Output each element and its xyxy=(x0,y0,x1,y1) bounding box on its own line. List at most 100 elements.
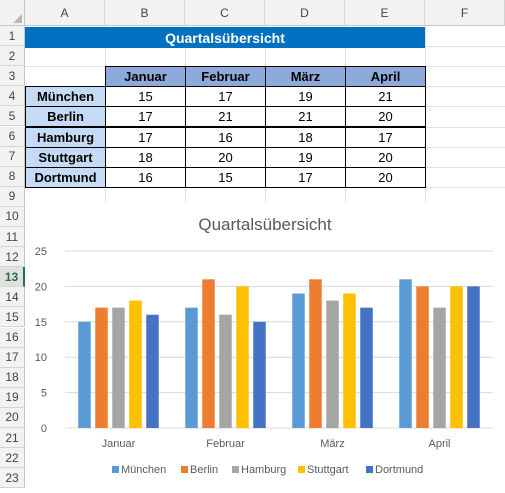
row-header-4[interactable]: 4 xyxy=(0,86,25,107)
month-header-cell[interactable]: Januar xyxy=(105,66,186,88)
bar-hamburg-märz xyxy=(326,300,339,428)
value-cell[interactable]: 17 xyxy=(105,106,186,128)
row-header-11[interactable]: 11 xyxy=(0,227,25,248)
chart-svg: Quartalsübersicht 0 5 10 15 20 25 Januar Februar… xyxy=(35,215,493,476)
bar-dortmund-januar xyxy=(146,314,159,428)
row-header-17[interactable]: 17 xyxy=(0,347,25,368)
legend-label: München xyxy=(121,464,166,476)
select-all-corner[interactable] xyxy=(0,0,25,26)
bar-berlin-märz xyxy=(309,279,322,428)
row-header-14[interactable]: 14 xyxy=(0,287,25,308)
value-cell[interactable]: 20 xyxy=(345,146,426,168)
y-tick-label: 0 xyxy=(41,423,47,435)
city-cell[interactable]: Hamburg xyxy=(25,126,106,148)
row-header-15[interactable]: 15 xyxy=(0,307,25,328)
month-header-cell[interactable]: April xyxy=(345,66,426,88)
legend-swatch-münchen xyxy=(112,466,119,473)
value-cell[interactable]: 20 xyxy=(185,146,266,168)
row-header-18[interactable]: 18 xyxy=(0,367,25,388)
bar-dortmund-märz xyxy=(360,307,373,428)
row-header-3[interactable]: 3 xyxy=(0,66,25,87)
city-cell[interactable]: München xyxy=(25,86,106,108)
value-cell[interactable]: 16 xyxy=(105,166,186,188)
row-header-12[interactable]: 12 xyxy=(0,247,25,268)
bar-münchen-april xyxy=(399,279,412,428)
column-header-f[interactable]: F xyxy=(425,0,505,26)
bar-berlin-januar xyxy=(95,307,108,428)
chart-title: Quartalsübersicht xyxy=(198,215,332,234)
row-header-2[interactable]: 2 xyxy=(0,46,25,67)
bar-dortmund-februar xyxy=(253,321,266,428)
month-header-cell[interactable]: März xyxy=(265,66,346,88)
value-cell[interactable]: 17 xyxy=(105,126,186,148)
legend-swatch-hamburg xyxy=(232,466,239,473)
bar-hamburg-februar xyxy=(219,314,232,428)
value-cell[interactable]: 17 xyxy=(345,126,426,148)
column-header-d[interactable]: D xyxy=(265,0,345,26)
legend-label: Stuttgart xyxy=(307,464,349,476)
value-cell[interactable]: 15 xyxy=(185,166,266,188)
column-header-c[interactable]: C xyxy=(185,0,265,26)
legend-swatch-dortmund xyxy=(366,466,373,473)
bar-münchen-februar xyxy=(185,307,198,428)
row-header-19[interactable]: 19 xyxy=(0,387,25,408)
column-header-b[interactable]: B xyxy=(105,0,185,26)
bar-münchen-januar xyxy=(78,321,91,428)
y-tick-label: 25 xyxy=(35,246,47,258)
row-header-22[interactable]: 22 xyxy=(0,448,25,469)
city-cell[interactable]: Dortmund xyxy=(25,166,106,188)
bar-berlin-februar xyxy=(202,279,215,428)
row-header-5[interactable]: 5 xyxy=(0,106,25,127)
value-cell[interactable]: 21 xyxy=(265,106,346,128)
row-header-23[interactable]: 23 xyxy=(0,468,25,489)
bar-hamburg-januar xyxy=(112,307,125,428)
y-tick-label: 10 xyxy=(35,352,47,364)
row-header-20[interactable]: 20 xyxy=(0,407,25,428)
value-cell[interactable]: 19 xyxy=(265,146,346,168)
legend-label: Dortmund xyxy=(375,464,423,476)
city-cell[interactable]: Berlin xyxy=(25,106,106,128)
legend-swatch-berlin xyxy=(181,466,188,473)
legend-swatch-stuttgart xyxy=(298,466,305,473)
value-cell[interactable]: 17 xyxy=(265,166,346,188)
row-header-16[interactable]: 16 xyxy=(0,327,25,348)
y-tick-label: 20 xyxy=(35,281,47,293)
row-header-1[interactable]: 1 xyxy=(0,26,25,47)
legend-label: Berlin xyxy=(190,464,218,476)
row-header-8[interactable]: 8 xyxy=(0,166,25,187)
value-cell[interactable]: 15 xyxy=(105,86,186,108)
bar-berlin-april xyxy=(416,286,429,428)
value-cell[interactable]: 21 xyxy=(185,106,266,128)
table-title-cell[interactable]: Quartalsübersicht xyxy=(25,27,425,48)
x-tick-label: März xyxy=(320,438,344,450)
value-cell[interactable]: 20 xyxy=(345,106,426,128)
bar-stuttgart-februar xyxy=(236,286,249,428)
bar-stuttgart-märz xyxy=(343,293,356,428)
x-tick-label: Februar xyxy=(206,438,245,450)
bar-stuttgart-januar xyxy=(129,300,142,428)
value-cell[interactable]: 18 xyxy=(265,126,346,148)
row-header-10[interactable]: 10 xyxy=(0,206,25,227)
row-header-9[interactable]: 9 xyxy=(0,186,25,207)
legend-label: Hamburg xyxy=(241,464,286,476)
value-cell[interactable]: 19 xyxy=(265,86,346,108)
month-header-cell[interactable]: Februar xyxy=(185,66,266,88)
row-header-7[interactable]: 7 xyxy=(0,146,25,167)
value-cell[interactable]: 18 xyxy=(105,146,186,168)
x-tick-label: April xyxy=(428,438,450,450)
value-cell[interactable]: 21 xyxy=(345,86,426,108)
bar-dortmund-april xyxy=(467,286,480,428)
column-header-e[interactable]: E xyxy=(345,0,425,26)
city-cell[interactable]: Stuttgart xyxy=(25,146,106,168)
row-header-6[interactable]: 6 xyxy=(0,126,25,147)
column-header-a[interactable]: A xyxy=(25,0,105,26)
row-header-21[interactable]: 21 xyxy=(0,428,25,449)
value-cell[interactable]: 17 xyxy=(185,86,266,108)
value-cell[interactable]: 20 xyxy=(345,166,426,188)
x-tick-label: Januar xyxy=(102,438,136,450)
row-header-13[interactable]: 13 xyxy=(0,267,25,288)
y-tick-label: 15 xyxy=(35,317,47,329)
chart-area[interactable]: Quartalsübersicht 0 5 10 15 20 25 Januar Februar… xyxy=(25,202,505,488)
value-cell[interactable]: 16 xyxy=(185,126,266,148)
